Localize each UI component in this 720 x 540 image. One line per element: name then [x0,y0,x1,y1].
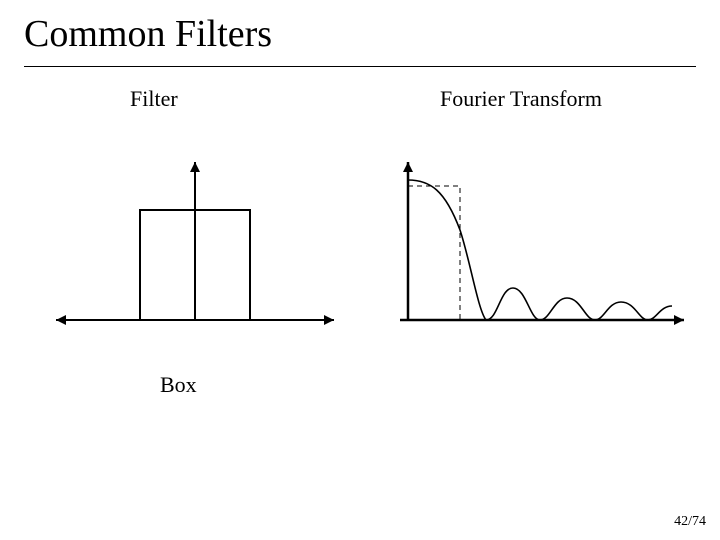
x-axis-arrow-right-icon [324,315,334,325]
left-column-label: Filter [130,86,178,112]
fourier-diagram [390,150,690,360]
y-axis-arrow-up-icon [190,162,200,172]
right-column-label: Fourier Transform [440,86,602,112]
y-axis-arrow-up-icon [403,162,413,172]
x-axis-arrow-right-icon [674,315,684,325]
page-number: 42/74 [674,514,706,530]
page-title: Common Filters [24,12,272,56]
filter-caption: Box [160,372,197,398]
nyquist-box [408,186,460,320]
x-axis-arrow-left-icon [56,315,66,325]
title-underline [24,66,696,67]
filter-diagram [50,150,340,360]
sinc-curve [408,180,672,320]
